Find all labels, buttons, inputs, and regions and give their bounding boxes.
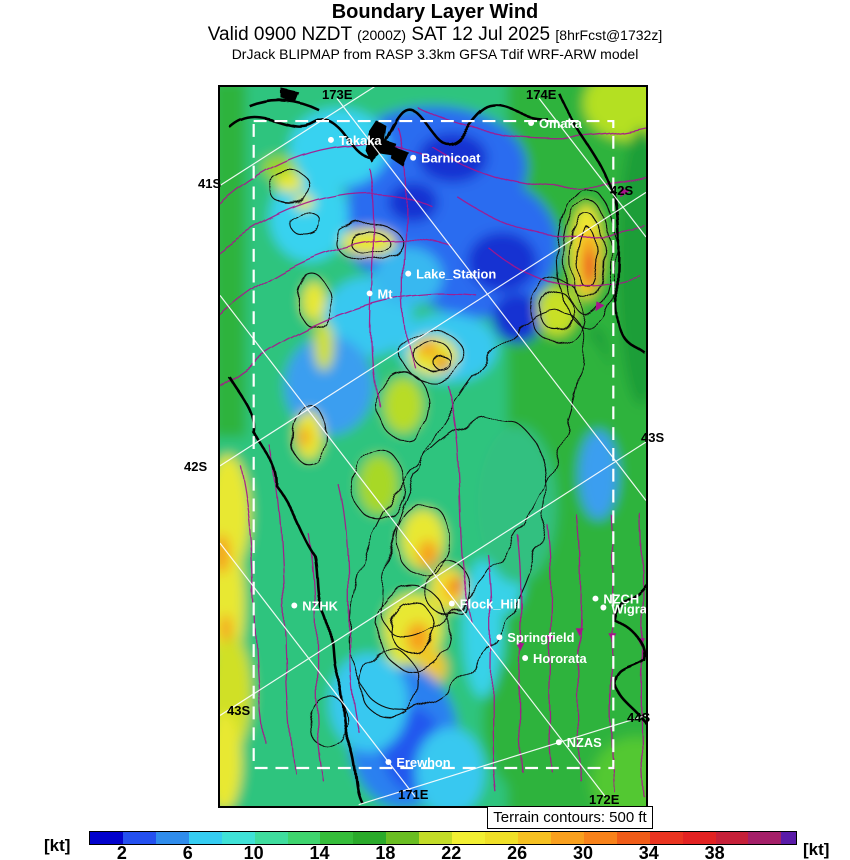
colorbar-segment [715, 832, 749, 844]
station-dot [592, 595, 599, 602]
colorbar-unit-right: [kt] [803, 840, 830, 859]
wind-map-svg: Takaka Barnicoat Omaka Lake_Station Mt N… [220, 87, 646, 806]
station-label: Hororata [533, 651, 587, 666]
station-dot [410, 154, 417, 161]
colorbar-tick: 2 [116, 843, 127, 860]
station-dot [555, 739, 562, 746]
colorbar-segment [254, 832, 288, 844]
station-dot [522, 655, 529, 661]
colorbar-segment [616, 832, 650, 844]
domain-box [252, 119, 615, 770]
header: Boundary Layer Wind Valid 0900 NZDT (200… [20, 0, 850, 62]
grid-label-42s-right: 42S [610, 183, 634, 198]
station-label: NZAS [567, 735, 602, 750]
colorbar-tick: 14 [309, 843, 330, 860]
grid-label-171e: 171E [398, 787, 429, 802]
valid-zulu: (2000Z) [357, 27, 407, 43]
station-dot [366, 290, 373, 297]
grid-label-172e: 172E [589, 792, 620, 807]
station-label: Takaka [339, 133, 383, 148]
station-dot [291, 602, 298, 609]
colorbar-segments [89, 831, 797, 845]
colorbar-tick: 10 [243, 843, 264, 860]
colorbar-segment [649, 832, 683, 844]
grid-label-41s: 41S [198, 176, 222, 191]
grid-label-42s-left: 42S [184, 459, 208, 474]
colorbar-tick: 18 [375, 843, 396, 860]
colorbar-tick: 38 [704, 843, 725, 860]
station-label: NZHK [302, 598, 338, 613]
terrain-note: Terrain contours: 500 ft [487, 806, 653, 829]
colorbar-ticks: 2 6 10 14 18 22 26 30 34 38 [89, 843, 797, 860]
colorbar-segment [748, 832, 782, 844]
valid-date: SAT 12 Jul 2025 [411, 24, 551, 45]
station-dot [448, 600, 455, 607]
station-label: Flock_Hill [460, 596, 521, 611]
station-label: Barnicoat [421, 151, 481, 166]
station-label: Lake_Station [416, 267, 496, 282]
colorbar-segment [550, 832, 584, 844]
station-dot [600, 604, 607, 611]
page-title: Boundary Layer Wind [331, 1, 539, 23]
colorbar-segment [90, 832, 123, 844]
map-canvas: Takaka Barnicoat Omaka Lake_Station Mt N… [218, 85, 648, 808]
grid-label-174e: 174E [526, 87, 557, 102]
valid-prefix: Valid 0900 NZDT [207, 24, 352, 45]
station-label: NZCH [603, 592, 639, 607]
streamlines [220, 107, 646, 797]
colorbar-segment [781, 832, 796, 844]
station-dot [405, 270, 412, 277]
station-label: Springfield [507, 630, 574, 645]
station-label: Erewhon [396, 755, 450, 770]
colorbar-segment [320, 832, 354, 844]
colorbar-segment [682, 832, 716, 844]
colorbar-segment [155, 832, 189, 844]
coastline [226, 92, 646, 806]
colorbar-segment [386, 832, 420, 844]
colorbar-segment [517, 832, 551, 844]
colorbar-segment [122, 832, 156, 844]
colorbar-unit-left: [kt] [44, 836, 71, 855]
colorbar-segment [485, 832, 518, 844]
station-label: Mt [378, 286, 394, 301]
colorbar-segment [583, 832, 617, 844]
station-dot [528, 120, 535, 127]
colorbar-segment [353, 832, 387, 844]
valid-line: Valid 0900 NZDT (2000Z) SAT 12 Jul 2025 … [20, 24, 850, 46]
colorbar-tick: 30 [572, 843, 593, 860]
station-dot [385, 759, 392, 766]
station-dot [496, 634, 503, 641]
station-label: Omaka [539, 116, 583, 131]
colorbar-tick: 6 [182, 843, 193, 860]
colorbar-segment [287, 832, 321, 844]
station-labels: Takaka Barnicoat Omaka Lake_Station Mt N… [291, 116, 646, 770]
grid-label-173e: 173E [322, 87, 353, 102]
valid-fcst: [8hrFcst@1732z] [555, 27, 663, 43]
colorbar-segment [419, 832, 453, 844]
colorbar-segment [188, 832, 222, 844]
colorbar-tick: 22 [441, 843, 462, 860]
model-line: DrJack BLIPMAP from RASP 3.3km GFSA Tdif… [231, 46, 639, 62]
terrain-contours [267, 171, 617, 749]
colorbar-tick: 34 [638, 843, 659, 860]
station-dot [327, 136, 334, 143]
wind-field [220, 87, 646, 806]
colorbar-tick: 26 [507, 843, 528, 860]
grid-label-43s-right: 43S [641, 430, 665, 445]
colorbar-segment [221, 832, 255, 844]
grid-label-44s: 44S [627, 710, 651, 725]
colorbar-segment [452, 832, 486, 844]
station-label: Wigram [611, 601, 646, 616]
grid-label-43s-left: 43S [227, 703, 251, 718]
coastline-islands [281, 88, 411, 168]
colorbar: [kt] 2 6 10 14 18 22 26 30 34 38 [kt] [0, 830, 850, 860]
